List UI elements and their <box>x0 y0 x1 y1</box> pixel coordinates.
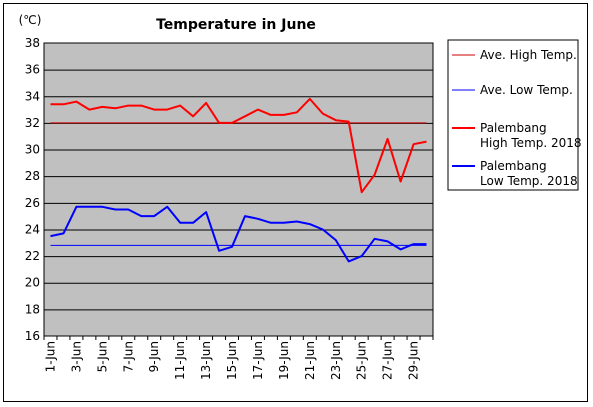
legend-label: Ave. High Temp. <box>480 48 577 62</box>
y-tick-label: 36 <box>25 63 40 77</box>
legend-label-line2: High Temp. 2018 <box>480 136 582 150</box>
x-tick-label: 3-Jun <box>69 341 83 372</box>
y-tick-label: 18 <box>25 302 40 316</box>
y-tick-label: 20 <box>25 276 40 290</box>
x-tick-label: 27-Jun <box>381 341 395 380</box>
legend-label: Palembang <box>480 121 547 135</box>
x-tick-label: 5-Jun <box>95 341 109 372</box>
x-tick-label: 23-Jun <box>329 341 343 380</box>
x-tick-label: 15-Jun <box>225 341 239 380</box>
y-tick-label: 38 <box>25 36 40 50</box>
y-tick-label: 30 <box>25 143 40 157</box>
y-tick-label: 28 <box>25 169 40 183</box>
y-axis-unit-label: (℃) <box>19 13 42 27</box>
x-tick-label: 25-Jun <box>355 341 369 380</box>
series-line-3 <box>50 97 427 194</box>
x-tick-label: 7-Jun <box>121 341 135 372</box>
y-tick-label: 32 <box>25 116 40 130</box>
legend-label-line2: Low Temp. 2018 <box>480 174 578 188</box>
series-line-4 <box>50 205 427 263</box>
x-tick-label: 1-Jun <box>43 341 57 372</box>
legend-label: Palembang <box>480 159 547 173</box>
x-tick-label: 29-Jun <box>407 341 421 380</box>
y-tick-label: 26 <box>25 196 40 210</box>
y-tick-label: 16 <box>25 329 40 343</box>
y-tick-label: 22 <box>25 249 40 263</box>
plot-area <box>43 42 434 337</box>
x-tick-label: 13-Jun <box>199 341 213 380</box>
x-tick-label: 21-Jun <box>303 341 317 380</box>
chart-title: Temperature in June <box>156 17 316 33</box>
legend-label: Ave. Low Temp. <box>480 83 573 97</box>
x-tick-label: 11-Jun <box>173 341 187 380</box>
y-tick-label: 24 <box>25 222 40 236</box>
y-tick-label: 34 <box>25 89 40 103</box>
x-tick-label: 17-Jun <box>251 341 265 380</box>
x-tick-label: 9-Jun <box>147 341 161 372</box>
x-tick-label: 19-Jun <box>277 341 291 380</box>
